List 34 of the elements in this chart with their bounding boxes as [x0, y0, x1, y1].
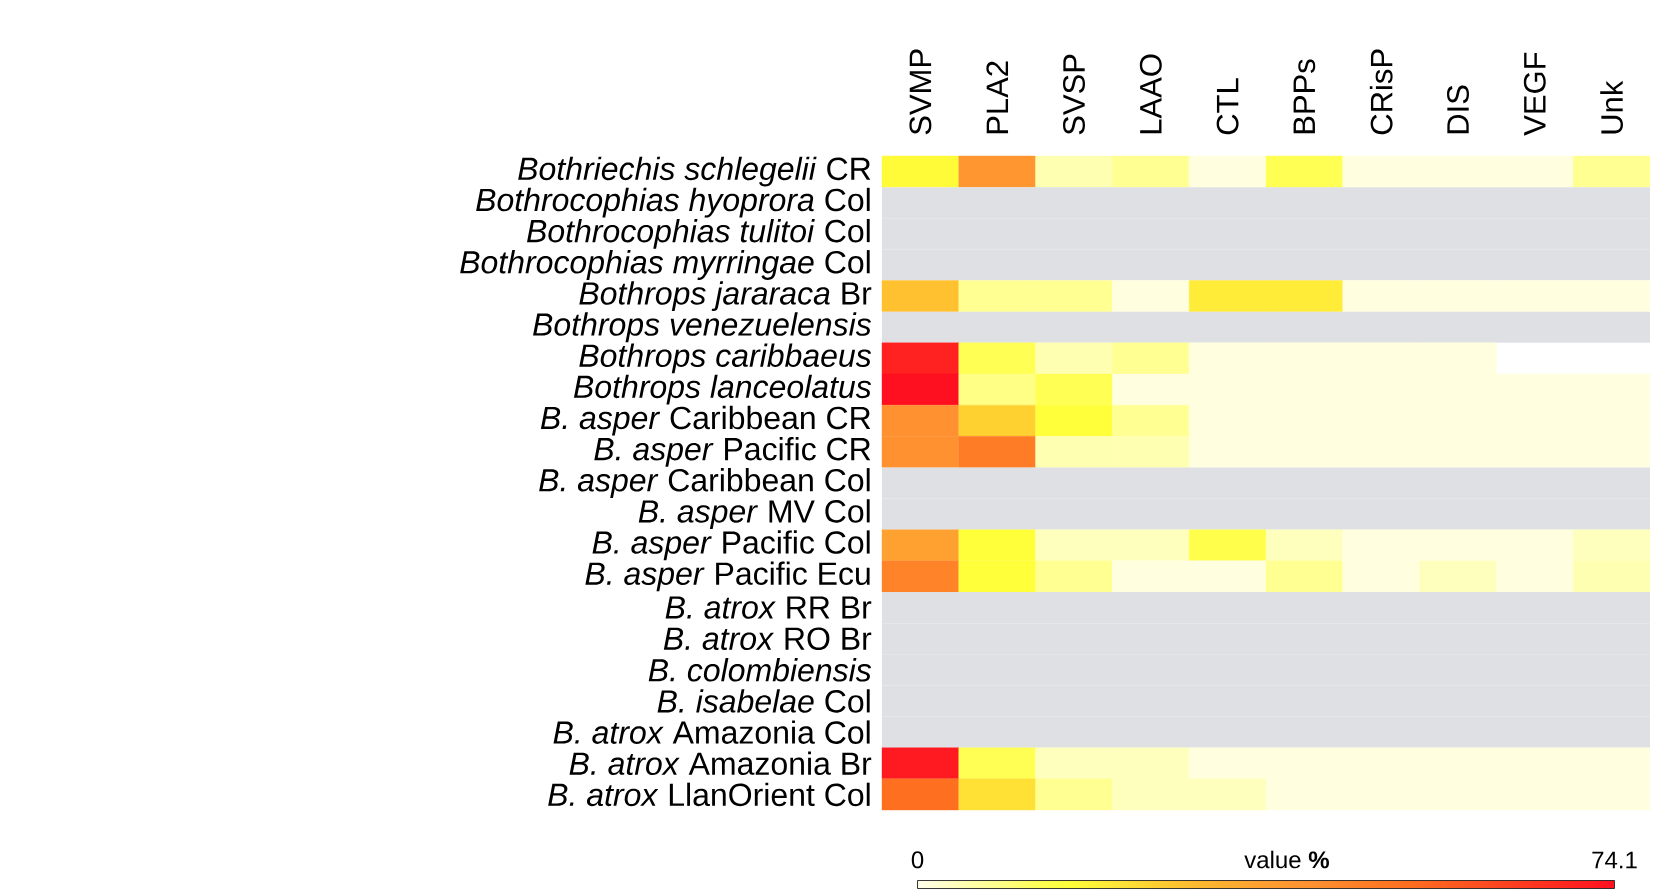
y-tick-label: Bothriechis schlegelii CR [518, 156, 871, 187]
y-tick-label: Bothrops venezuelensis [533, 312, 872, 343]
x-tick-label: SVMP [909, 49, 932, 135]
y-tick-label: B. atrox Amazonia Col [553, 720, 870, 744]
y-tick-label: B. atrox RO Br [663, 627, 872, 651]
y-tick-label: B. asper Pacific Ecu [585, 561, 870, 592]
y-tick-label: B. asper Caribbean Col [539, 468, 870, 498]
x-tick-label: BPPs [1293, 59, 1316, 134]
y-tick-label: Bothrocophias myrringae Col [460, 250, 870, 280]
x-tick-label: VEGF [1523, 52, 1546, 136]
y-tick-label: B. asper Pacific CR [594, 436, 871, 467]
color-bar-label: 0 [911, 851, 924, 869]
y-tick-label: B. colombiensis [648, 658, 872, 682]
y-tick-label: Bothrops jararaca Br [579, 281, 872, 312]
y-tick-label: B. atrox RR Br [665, 596, 872, 619]
x-tick-label: CTL [1216, 78, 1239, 135]
x-tick-label: CRisP [1369, 49, 1393, 135]
color-bar-title: value % [1244, 850, 1329, 869]
color-bar-label: 74.1 [1592, 851, 1637, 869]
y-tick-label: Bothrocophias tulitoi Col [527, 218, 870, 249]
x-tick-label: LAAO [1139, 54, 1162, 134]
x-tick-label: PLA2 [986, 61, 1009, 134]
y-tick-label: B. asper Pacific Col [592, 530, 870, 561]
x-tick-label: Unk [1600, 80, 1623, 134]
y-tick-label: B. atrox LlanOrient Col [548, 782, 870, 807]
x-tick-label: DIS [1447, 85, 1469, 134]
y-tick-label: Bothrops caribbaeus [579, 343, 872, 374]
x-tick-label: SVSP [1063, 54, 1085, 135]
y-tick-label: B. asper Caribbean CR [540, 405, 871, 436]
y-tick-label: Bothrocophias hyoprora Col [476, 187, 870, 218]
y-tick-label: B. isabelae Col [657, 689, 870, 713]
y-tick-label: Bothrops lanceolatus [573, 374, 872, 405]
y-tick-label: B. asper MV Col [638, 499, 870, 530]
y-tick-label: B. atrox Amazonia Br [569, 751, 872, 776]
